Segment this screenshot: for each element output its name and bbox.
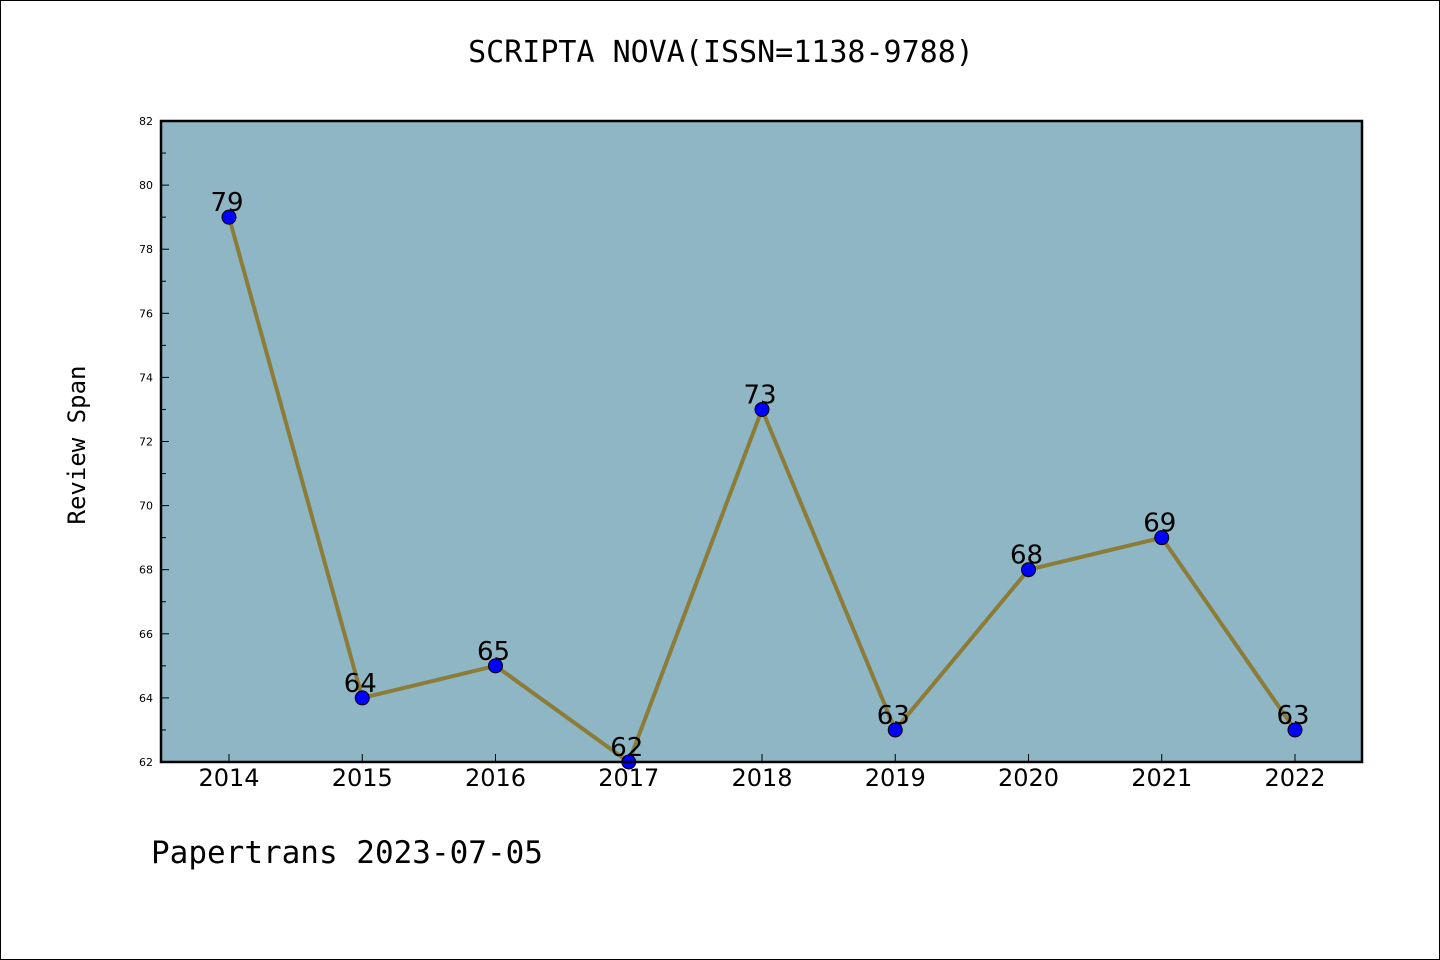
data-label: 73 bbox=[743, 380, 776, 410]
x-tick-label: 2014 bbox=[198, 764, 259, 792]
x-tick-label: 2022 bbox=[1264, 764, 1325, 792]
data-label: 65 bbox=[477, 637, 510, 667]
y-tick-label: 70 bbox=[139, 500, 153, 513]
data-label: 64 bbox=[344, 669, 377, 699]
chart-title: SCRIPTA NOVA(ISSN=1138-9788) bbox=[468, 35, 974, 70]
data-point bbox=[1287, 722, 1303, 738]
y-tick-label: 80 bbox=[139, 179, 153, 192]
plot-area bbox=[161, 121, 1362, 762]
x-tick-label: 2019 bbox=[865, 764, 926, 792]
data-label: 68 bbox=[1010, 541, 1043, 571]
data-label: 63 bbox=[1276, 701, 1309, 731]
data-label: 79 bbox=[210, 188, 243, 218]
plot-frame bbox=[159, 119, 1364, 764]
data-label: 62 bbox=[610, 733, 643, 763]
x-tick-label: 2020 bbox=[998, 764, 1059, 792]
y-tick-label: 62 bbox=[139, 756, 153, 769]
data-point bbox=[221, 209, 237, 225]
y-tick-label: 82 bbox=[139, 115, 153, 128]
data-point bbox=[354, 690, 370, 706]
data-point bbox=[1021, 562, 1036, 578]
data-label: 63 bbox=[877, 701, 910, 731]
data-point bbox=[754, 401, 770, 417]
y-tick-label: 64 bbox=[139, 692, 153, 705]
data-point bbox=[1154, 530, 1170, 546]
footer-credit: Papertrans 2023-07-05 bbox=[151, 835, 543, 871]
data-label: 69 bbox=[1143, 509, 1176, 539]
data-point bbox=[887, 722, 903, 738]
data-point bbox=[488, 658, 503, 674]
x-tick-label: 2016 bbox=[465, 764, 526, 792]
y-tick-label: 72 bbox=[139, 436, 153, 449]
y-tick-label: 78 bbox=[139, 243, 153, 256]
y-tick-label: 68 bbox=[139, 564, 153, 577]
x-tick-label: 2015 bbox=[332, 764, 393, 792]
x-tick-label: 2018 bbox=[731, 764, 792, 792]
x-tick-label: 2021 bbox=[1131, 764, 1192, 792]
y-tick-label: 66 bbox=[139, 628, 153, 641]
y-tick-label: 76 bbox=[139, 307, 153, 320]
y-tick-label: 74 bbox=[139, 371, 153, 384]
